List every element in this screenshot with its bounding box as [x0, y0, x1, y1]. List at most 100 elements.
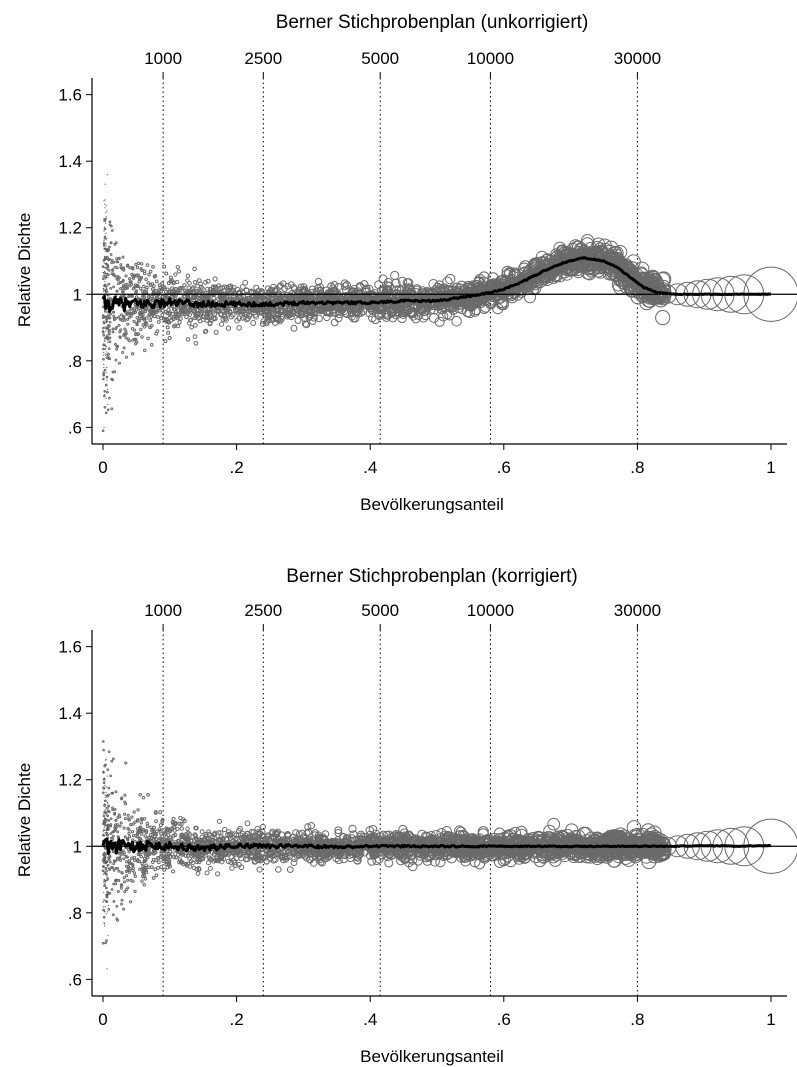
scatter-point	[304, 289, 312, 297]
scatter-point	[203, 279, 208, 285]
scatter-point	[188, 858, 194, 864]
scatter-point	[144, 829, 149, 833]
scatter-point	[106, 351, 108, 353]
scatter-point	[119, 858, 122, 862]
scatter-point	[111, 327, 115, 331]
scatter-point	[555, 244, 569, 258]
scatter-point	[134, 295, 139, 299]
scatter-point	[110, 888, 114, 891]
scatter-point	[152, 274, 157, 279]
scatter-point	[300, 283, 308, 291]
scatter-point	[106, 768, 110, 771]
scatter-point	[221, 307, 227, 314]
scatter-point	[205, 860, 211, 866]
scatter-point	[225, 325, 232, 331]
x-axis-tick-label: 0	[98, 458, 107, 477]
scatter-point	[111, 378, 115, 382]
scatter-point	[110, 229, 114, 232]
scatter-point	[239, 830, 246, 837]
scatter-point	[152, 284, 156, 288]
scatter-point	[140, 861, 144, 866]
scatter-point	[104, 345, 106, 347]
scatter-point	[111, 913, 115, 917]
scatter-point	[120, 883, 124, 887]
scatter-point	[146, 294, 151, 299]
scatter-point	[188, 317, 193, 323]
scatter-point	[609, 246, 624, 261]
scatter-point	[127, 835, 132, 839]
scatter-point	[154, 819, 159, 824]
scatter-point	[106, 264, 108, 266]
scatter-point	[133, 820, 137, 824]
scatter-point	[341, 282, 350, 291]
scatter-point	[173, 272, 178, 277]
scatter-point	[118, 824, 122, 828]
scatter-point	[191, 297, 197, 303]
scatter-point	[185, 273, 191, 279]
scatter-point	[108, 868, 112, 871]
scatter-point	[147, 865, 151, 870]
scatter-point	[147, 306, 151, 311]
scatter-point	[124, 864, 129, 868]
scatter-point	[230, 312, 236, 318]
scatter-point	[164, 862, 169, 867]
scatter-point	[599, 247, 614, 262]
scatter-point	[107, 277, 109, 279]
scatter-point	[159, 865, 164, 870]
scatter-point	[154, 288, 158, 293]
scatter-point	[193, 340, 199, 346]
scatter-point	[128, 900, 133, 904]
scatter-point	[103, 351, 105, 354]
scatter-point	[185, 337, 191, 342]
chart-panel-top: Berner Stichprobenplan (unkorrigiert) Be…	[15, 12, 797, 514]
scatter-point	[102, 787, 105, 790]
scatter-point	[565, 257, 579, 271]
scatter-point	[334, 826, 343, 835]
scatter-point	[244, 296, 251, 303]
scatter-point	[125, 282, 129, 287]
scatter-point	[192, 279, 198, 285]
scatter-point	[103, 370, 105, 372]
scatter-point	[207, 320, 213, 326]
scatter-point	[469, 856, 481, 868]
top-axis-tick-label: 1000	[144, 49, 182, 68]
scatter-point	[105, 291, 107, 293]
scatter-point	[102, 332, 104, 334]
scatter-point	[126, 878, 130, 882]
scatter-point	[115, 289, 119, 293]
scatter-point	[232, 862, 239, 868]
scatter-point	[244, 315, 251, 322]
scatter-point	[314, 277, 323, 286]
scatter-point	[269, 310, 277, 318]
scatter-point	[106, 264, 110, 268]
scatter-point	[126, 322, 130, 326]
scatter-point	[349, 830, 358, 839]
x-axis-tick-label: .6	[497, 1010, 511, 1029]
scatter-point	[391, 278, 401, 288]
scatter-point	[120, 871, 124, 875]
scatter-point	[166, 289, 172, 294]
scatter-point	[104, 861, 108, 865]
y-axis-title: Relative Dichte	[15, 763, 34, 877]
x-axis-title: Bevölkerungsanteil	[360, 1047, 504, 1066]
scatter-point	[236, 827, 242, 834]
scatter-point	[307, 308, 316, 316]
scatter-point	[133, 839, 137, 844]
scatter-point	[273, 315, 280, 323]
scatter-point	[112, 882, 116, 886]
scatter-point	[651, 289, 667, 305]
scatter-point	[107, 341, 109, 343]
scatter-point	[507, 270, 520, 283]
scatter-point	[132, 855, 137, 860]
scatter-point	[151, 876, 156, 880]
scatter-point	[106, 266, 110, 269]
scatter-point	[202, 290, 208, 296]
scatter-point	[218, 292, 224, 299]
y-axis-tick-label: 1.2	[58, 771, 82, 790]
scatter-point	[146, 792, 150, 797]
scatter-point	[102, 358, 104, 360]
scatter-point	[120, 319, 125, 323]
scatter-point	[324, 289, 333, 297]
scatter-point	[176, 269, 182, 274]
scatter-point	[254, 306, 261, 313]
